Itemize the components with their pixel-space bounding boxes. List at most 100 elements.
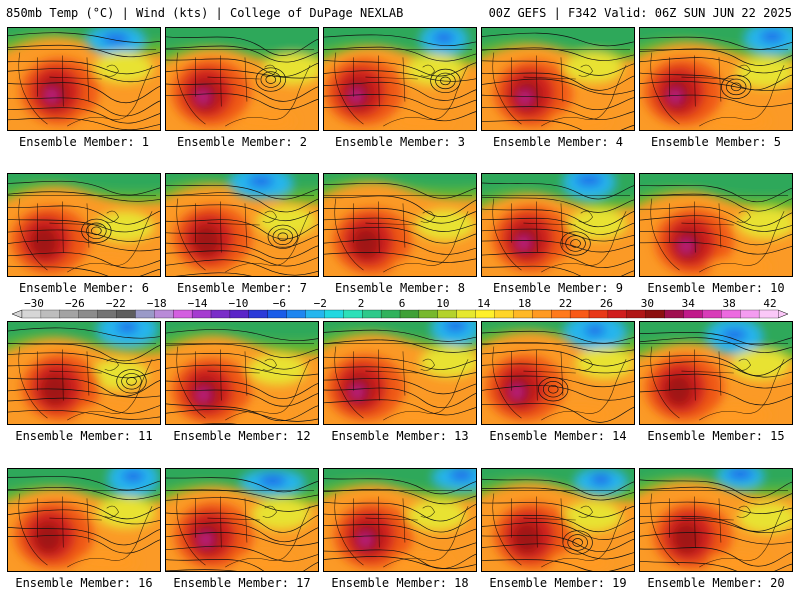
colorbar-tick-label: −6 <box>273 297 286 310</box>
colorbar-swatch <box>362 309 382 319</box>
ensemble-member-label: Ensemble Member: 9 <box>492 281 624 295</box>
ensemble-member-map <box>165 468 319 572</box>
colorbar-swatch <box>758 309 779 319</box>
colorbar-tick-label: −18 <box>147 297 167 310</box>
colorbar-swatch <box>399 309 420 319</box>
colorbar-tick-label: −30 <box>24 297 44 310</box>
ensemble-member-label: Ensemble Member: 6 <box>18 281 150 295</box>
colorbar-swatch <box>191 309 212 319</box>
ensemble-member-label: Ensemble Member: 1 <box>18 135 150 149</box>
temperature-field <box>482 28 634 130</box>
colorbar-swatch <box>456 309 477 319</box>
temperature-field <box>324 469 476 571</box>
colorbar-tick-label: 6 <box>399 297 406 310</box>
colorbar-tick-label: 22 <box>559 297 572 310</box>
temperature-colorbar: −30 −26 −22 −18 −14 −10 −6 −2 2 6 10 14 18 22 26 30 34 38… <box>11 297 789 319</box>
colorbar-tick-label: −22 <box>106 297 126 310</box>
colorbar-tick-label: −2 <box>314 297 327 310</box>
ensemble-member-map <box>481 27 635 131</box>
valid-time: 00Z GEFS | F342 Valid: 06Z SUN JUN 22 20… <box>488 6 792 20</box>
ensemble-member-map <box>323 321 477 425</box>
ensemble-member-map <box>639 27 793 131</box>
ensemble-member-map <box>639 468 793 572</box>
ensemble-member-label: Ensemble Member: 4 <box>492 135 624 149</box>
map-title: 850mb Temp (°C) | Wind (kts) | College o… <box>6 6 404 20</box>
ensemble-member-label: Ensemble Member: 10 <box>647 281 785 295</box>
ensemble-member-label: Ensemble Member: 14 <box>489 429 627 443</box>
temperature-field <box>8 469 160 571</box>
colorbar-tick-label: 30 <box>641 297 654 310</box>
temperature-field <box>640 174 792 276</box>
temperature-field <box>324 174 476 276</box>
colorbar-swatch <box>21 309 42 319</box>
ensemble-member-label: Ensemble Member: 20 <box>647 576 785 590</box>
ensemble-member-label: Ensemble Member: 13 <box>331 429 469 443</box>
temperature-field <box>8 174 160 276</box>
temperature-field <box>640 322 792 424</box>
temperature-field <box>324 322 476 424</box>
ensemble-member-map <box>481 173 635 277</box>
colorbar-tick-label: 34 <box>682 297 696 310</box>
colorbar-swatch <box>418 309 439 319</box>
temperature-field <box>482 322 634 424</box>
colorbar-tick-label: 10 <box>436 297 449 310</box>
colorbar-tick-label: 38 <box>722 297 735 310</box>
colorbar-swatch <box>40 309 61 319</box>
colorbar-swatch <box>210 309 231 319</box>
temperature-field <box>482 174 634 276</box>
ensemble-member-map <box>165 321 319 425</box>
colorbar-tick-label: 26 <box>600 297 613 310</box>
ensemble-member-map <box>481 321 635 425</box>
temperature-field <box>482 469 634 571</box>
colorbar-swatch <box>267 309 288 319</box>
ensemble-member-label: Ensemble Member: 16 <box>15 576 153 590</box>
colorbar-swatch <box>494 309 514 319</box>
colorbar-swatch <box>551 309 571 319</box>
temperature-field <box>640 28 792 130</box>
ensemble-member-map <box>639 321 793 425</box>
ensemble-member-map <box>165 173 319 277</box>
ensemble-member-label: Ensemble Member: 19 <box>489 576 627 590</box>
ensemble-member-map <box>323 173 477 277</box>
colorbar-swatch <box>116 309 136 319</box>
colorbar-tick-label: −10 <box>229 297 249 310</box>
ensemble-member-label: Ensemble Member: 11 <box>15 429 153 443</box>
ensemble-member-label: Ensemble Member: 2 <box>176 135 308 149</box>
ensemble-member-map <box>7 27 161 131</box>
colorbar-swatch <box>154 309 174 319</box>
colorbar-swatch <box>532 309 552 319</box>
colorbar-swatch <box>305 309 325 319</box>
colorbar-swatch <box>59 309 80 319</box>
colorbar-tick-label: 14 <box>477 297 491 310</box>
colorbar-swatch <box>475 309 495 319</box>
temperature-field <box>8 322 160 424</box>
ensemble-member-map <box>165 27 319 131</box>
ensemble-member-label: Ensemble Member: 17 <box>173 576 311 590</box>
colorbar-swatch <box>78 309 99 319</box>
temperature-field <box>166 28 318 130</box>
ensemble-member-label: Ensemble Member: 15 <box>647 429 785 443</box>
ensemble-member-label: Ensemble Member: 18 <box>331 576 469 590</box>
colorbar-swatch <box>248 309 269 319</box>
ensemble-member-label: Ensemble Member: 5 <box>650 135 782 149</box>
ensemble-member-map <box>7 468 161 572</box>
colorbar-swatch <box>229 309 250 319</box>
ensemble-member-label: Ensemble Member: 12 <box>173 429 311 443</box>
ensemble-member-map <box>323 468 477 572</box>
colorbar-swatch <box>607 309 628 319</box>
colorbar-swatch <box>683 309 703 319</box>
temperature-field <box>166 469 318 571</box>
colorbar-swatch <box>97 309 117 319</box>
colorbar-swatch <box>721 309 741 319</box>
colorbar-swatch <box>569 309 590 319</box>
temperature-field <box>166 174 318 276</box>
temperature-field <box>640 469 792 571</box>
temperature-field <box>8 28 160 130</box>
ensemble-member-map <box>323 27 477 131</box>
colorbar-swatch <box>343 309 363 319</box>
ensemble-member-label: Ensemble Member: 7 <box>176 281 308 295</box>
colorbar-tick-label: 18 <box>518 297 531 310</box>
colorbar-swatch <box>135 309 155 319</box>
colorbar-tick-label: 2 <box>358 297 365 310</box>
colorbar-swatch <box>513 309 533 319</box>
